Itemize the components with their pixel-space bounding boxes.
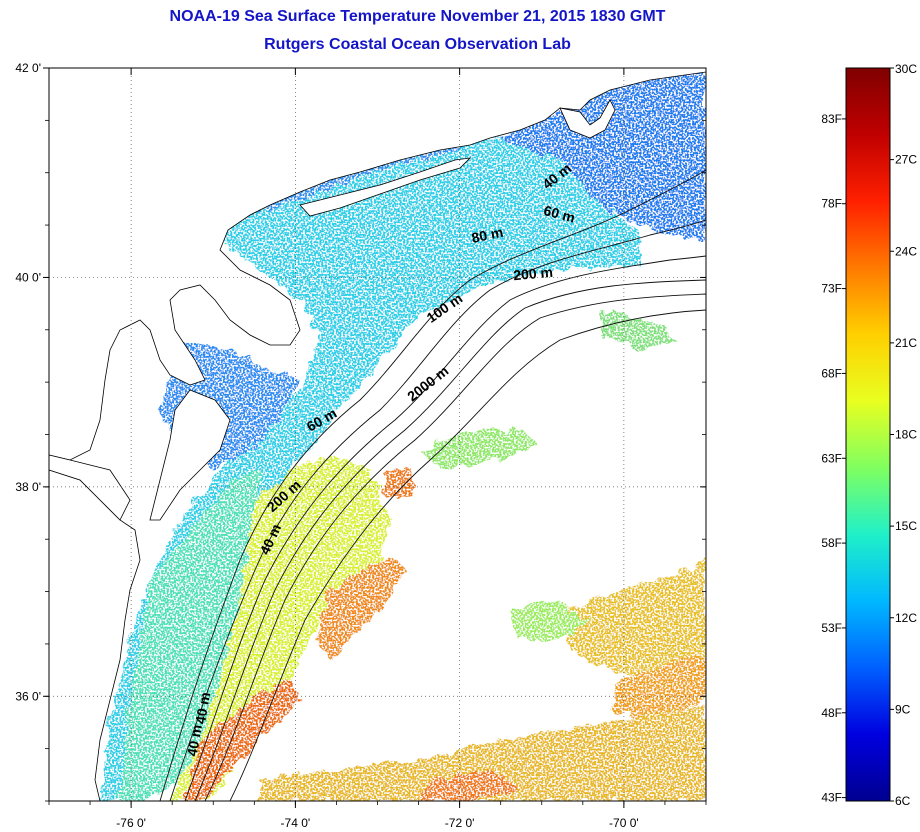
sst-green-patch-3: [600, 310, 680, 350]
colorbar-celsius-label: 15C: [895, 519, 917, 533]
sst-warm-se-2: [610, 655, 706, 720]
isobath-label: 40 m: [184, 723, 205, 757]
isobath-80m: [184, 255, 706, 801]
lat-tick-label: 42 0': [15, 61, 41, 75]
land-chesapeake-west: [49, 454, 131, 521]
isobath-label: 200 m: [513, 264, 554, 283]
isobath-label: 40 m: [192, 691, 213, 725]
sst-warm-se-1: [560, 560, 706, 680]
colorbar-fahrenheit-label: 48F: [821, 706, 842, 720]
map-axes: -76 0' -74 0' -72 0' -70 0' 42 0' 40 0' 38 0' 3…: [15, 61, 707, 830]
lon-tick-label: -72 0': [445, 816, 475, 830]
colorbar-celsius-label: 24C: [895, 244, 917, 258]
sst-field: [49, 68, 706, 801]
sst-green-patch-2: [510, 600, 590, 640]
sst-gulfstream-1: [315, 555, 405, 660]
sst-warm-se-4: [420, 770, 520, 801]
lon-tick-label: -76 0': [116, 816, 146, 830]
isobath-label: 80 m: [470, 224, 505, 246]
sst-warm-se-3: [260, 705, 706, 801]
isobath-200m: [204, 293, 706, 801]
colorbar-celsius-label: 30C: [895, 62, 917, 76]
sst-warm-slope: [170, 455, 390, 801]
chart-title: NOAA-19 Sea Surface Temperature November…: [169, 8, 666, 25]
colorbar-celsius-label: 9C: [895, 702, 911, 716]
colorbar-fahrenheit-label: 68F: [821, 366, 842, 380]
lat-tick-label: 36 0': [15, 689, 41, 703]
land: [49, 68, 706, 801]
isobath-100m: [194, 279, 706, 801]
sst-green-patch-1: [420, 430, 540, 470]
colorbar-fahrenheit-label: 58F: [821, 536, 842, 550]
colorbar-fahrenheit-label: 83F: [821, 112, 842, 126]
colorbar-celsius-label: 18C: [895, 428, 917, 442]
isobath-2000m: [229, 309, 706, 801]
colorbar-fahrenheit-label: 73F: [821, 282, 842, 296]
chart-subtitle: Rutgers Coastal Ocean Observation Lab: [264, 36, 571, 53]
colorbar: [845, 67, 891, 802]
lon-tick-label: -70 0': [609, 816, 639, 830]
land-long-island: [299, 157, 472, 217]
colorbar-fahrenheit-label: 63F: [821, 451, 842, 465]
colorbar-fahrenheit-label: 78F: [821, 197, 842, 211]
land-new-england: [49, 68, 706, 461]
sst-warm-patch-1: [380, 468, 415, 500]
isobath-40m: [159, 169, 706, 801]
land-delmarva: [149, 389, 231, 521]
colorbar-labels: 30C 27C 24C 21C 18C 15C 12C 9C 6C 83F 78F 73F 68F 63F…: [821, 62, 917, 808]
colorbar-fahrenheit-label: 43F: [821, 791, 842, 805]
isobath-label: 60 m: [542, 202, 577, 226]
colorbar-celsius-label: 21C: [895, 336, 917, 350]
land-cape-cod: [559, 99, 616, 139]
colorbar-fahrenheit-label: 53F: [821, 621, 842, 635]
colorbar-celsius-label: 6C: [895, 794, 911, 808]
isobath-60m: [169, 219, 706, 801]
lat-tick-label: 38 0': [15, 480, 41, 494]
colorbar-celsius-label: 12C: [895, 611, 917, 625]
sst-gulfstream-2: [185, 680, 300, 801]
colorbar-celsius-label: 27C: [895, 153, 917, 167]
lat-tick-label: 40 0': [15, 270, 41, 284]
lon-tick-label: -74 0': [281, 816, 311, 830]
sst-shelf-green: [120, 470, 260, 801]
isobath-lines: [159, 169, 706, 801]
